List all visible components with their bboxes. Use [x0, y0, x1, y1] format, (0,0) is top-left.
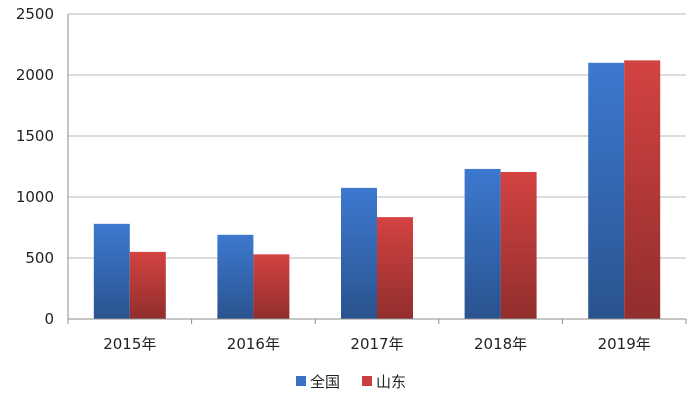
x-tick-label: 2018年	[474, 335, 527, 353]
bar-全国-2019年	[588, 62, 625, 320]
x-tick-label: 2016年	[227, 335, 280, 353]
y-tick-label: 1000	[16, 188, 54, 206]
bar-全国-2018年	[464, 168, 501, 319]
y-tick-label: 2000	[16, 66, 54, 84]
y-tick-label: 1500	[16, 127, 54, 145]
bar-山东-2018年	[500, 171, 537, 319]
gridlines	[68, 13, 686, 259]
bar-山东-2016年	[253, 254, 290, 319]
x-tick-label: 2017年	[350, 335, 403, 353]
y-tick-label: 0	[44, 310, 54, 328]
x-tick-label: 2015年	[103, 335, 156, 353]
legend-label: 全国	[310, 373, 340, 391]
bar-全国-2015年	[93, 223, 130, 319]
axes: 0 500 1000 1500 2000 2500 2015年 2016年 2017年 2018年…	[16, 5, 687, 353]
legend-swatch	[362, 376, 372, 386]
bars	[93, 60, 661, 320]
bar-全国-2016年	[217, 234, 254, 319]
legend-label: 山东	[376, 373, 406, 391]
legend: 全国 山东	[296, 373, 406, 391]
bar-山东-2015年	[129, 251, 166, 319]
y-tick-label: 2500	[16, 5, 54, 23]
bar-山东-2019年	[624, 60, 661, 320]
y-tick-label: 500	[25, 249, 54, 267]
legend-swatch	[296, 376, 306, 386]
bar-全国-2017年	[341, 187, 377, 319]
bar-山东-2017年	[377, 217, 413, 319]
x-tick-label: 2019年	[598, 335, 651, 353]
